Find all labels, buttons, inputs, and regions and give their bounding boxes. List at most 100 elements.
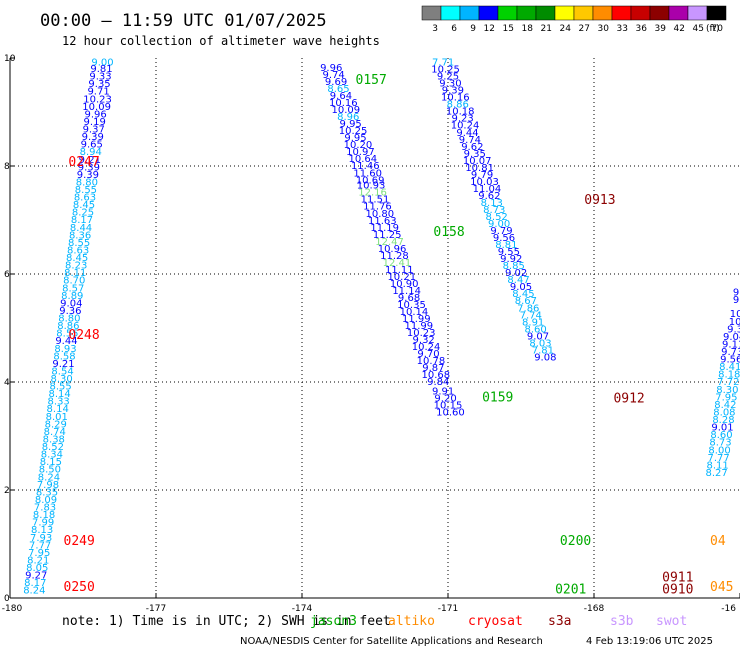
wave-height-point: 8.17 [24, 578, 46, 589]
wave-height-point: 11.04 [473, 184, 502, 195]
colorbar-swatch [497, 5, 518, 21]
wave-height-point: 8.47 [507, 275, 529, 286]
wave-height-point: 7.93 [30, 533, 52, 544]
x-tick-label: -180 [2, 604, 23, 614]
pass-label: 0249 [64, 534, 95, 549]
pass-label: 0201 [555, 583, 586, 598]
wave-height-point: 8.45 [73, 200, 95, 211]
wave-height-point: 9.19 [84, 117, 106, 128]
wave-height-point: 9.92 [500, 254, 522, 265]
colorbar-swatch [516, 5, 537, 21]
wave-height-point: 9.73 [721, 347, 740, 358]
wave-height-point: 10.81 [465, 163, 494, 174]
colorbar-unit: (ft) [706, 24, 720, 34]
wave-height-point: 9.44 [456, 128, 478, 139]
wave-height-point: 10 [729, 317, 740, 328]
pass-label: 0159 [482, 390, 513, 405]
wave-height-point: 10.23 [407, 328, 436, 339]
wave-height-point: 9.32 [413, 335, 435, 346]
wave-height-point: 8.14 [47, 404, 69, 415]
y-tick-label: 6 [4, 270, 10, 280]
colorbar-swatch [611, 5, 632, 21]
wave-height-point: 11.28 [380, 251, 409, 262]
pass-label: 0911 [662, 570, 693, 585]
satellite-legend: jason3 altiko cryosat s3a s3b swot [310, 614, 687, 629]
wave-height-point: 9.74 [323, 70, 345, 81]
wave-height-point: 8.03 [529, 338, 551, 349]
pass-label: 0913 [584, 193, 615, 208]
pass-labels: 0247 0248 0249 0250 0157 0158 0159 0200 0201 0913… [64, 73, 734, 598]
wave-height-point: 10.16 [441, 93, 470, 104]
wave-height-point: 7.74 [520, 310, 542, 321]
wave-height-point: 8.91 [522, 317, 544, 328]
wave-height-point: 10.16 [329, 98, 358, 109]
wave-height-point: 7.83 [34, 503, 56, 514]
wave-height-point: 9.68 [398, 293, 420, 304]
wave-height-point: 9.25 [437, 72, 459, 83]
colorbar-label: 24 [560, 24, 572, 34]
wave-height-point: 8.89 [61, 291, 83, 302]
colorbar-label: 33 [617, 24, 628, 34]
wave-height-point: 10.24 [451, 121, 480, 132]
wave-height-point: 8.18 [718, 370, 740, 381]
wave-height-point: 11.99 [402, 314, 431, 325]
colorbar-swatch [706, 5, 727, 21]
colorbar-swatch [592, 5, 613, 21]
wave-height-point: 8.45 [66, 253, 88, 264]
wave-height-point: 8.36 [69, 230, 91, 241]
wave-height-point: 9.07 [527, 331, 549, 342]
wave-height-point: 8.41 [719, 362, 740, 373]
wave-height-point: 9.55 [498, 247, 520, 258]
x-tick-label: -16 [721, 604, 736, 614]
wave-height-point: 8.70 [63, 276, 85, 287]
wave-height-point: 9.69 [325, 77, 347, 88]
wave-height-point: 10.64 [349, 154, 378, 165]
wave-height-point: 10.24 [412, 342, 441, 353]
wave-height-point: 8.52 [42, 442, 64, 453]
wave-height-point: 7.98 [37, 480, 59, 491]
colorbar-swatch [649, 5, 670, 21]
wave-height-point: 8.44 [70, 223, 92, 234]
wave-height-point: 8.65 [327, 84, 349, 95]
wave-height-point: 9.56 [493, 233, 515, 244]
timestamp-text: 4 Feb 13:19:06 UTC 2025 [586, 636, 713, 647]
wave-height-point: 9.65 [81, 140, 103, 151]
colorbar-label: 9 [470, 24, 476, 34]
colorbar-label: 12 [484, 24, 495, 34]
wave-height-point: 9.35 [88, 79, 110, 90]
wave-height-point: 8.08 [713, 407, 735, 418]
pass-label: 045 [710, 580, 733, 595]
wave-height-point: 7.77 [29, 540, 51, 551]
wave-height-point: 8.05 [26, 563, 48, 574]
wave-height-point: 8.23 [65, 261, 87, 272]
colorbar: 3 6 9 12 15 18 21 24 27 30 33 36 39 42 45 70 [421, 5, 727, 34]
colorbar-label: 30 [598, 24, 610, 34]
wave-height-point: 7.95 [715, 392, 737, 403]
wave-height-point: 8.14 [49, 389, 71, 400]
wave-height-point: 8.30 [50, 374, 72, 385]
wave-height-point: 8.55 [49, 382, 71, 393]
wave-height-point: 9.39 [82, 132, 104, 143]
wave-height-point: 8.80 [58, 314, 80, 325]
wave-height-point: 10 [730, 309, 740, 320]
colorbar-label: 18 [522, 24, 534, 34]
pass-label: 04 [710, 534, 726, 549]
colorbar-label: 21 [541, 24, 552, 34]
colorbar-label: 42 [674, 24, 685, 34]
colorbar-swatch [421, 5, 442, 21]
wave-height-point: 8.27 [706, 468, 728, 479]
colorbar-swatch [687, 5, 708, 21]
wave-height-point: 8.42 [714, 400, 736, 411]
wave-height-point: 8.45 [512, 289, 534, 300]
wave-height-point: 8.55 [75, 185, 97, 196]
wave-height-point: 9.00 [91, 58, 113, 69]
wave-height-point: 8.35 [36, 487, 58, 498]
colorbar-swatch [459, 5, 480, 21]
wave-height-point: 8.93 [54, 344, 76, 355]
y-tick-label: 2 [4, 486, 10, 496]
wave-height-point: 8.38 [43, 434, 65, 445]
wave-height-point: 10.18 [446, 107, 475, 118]
wave-height-point: 9.87 [422, 363, 444, 374]
wave-height-point: 8.86 [57, 321, 79, 332]
wave-height-point: 9.95 [340, 119, 362, 130]
